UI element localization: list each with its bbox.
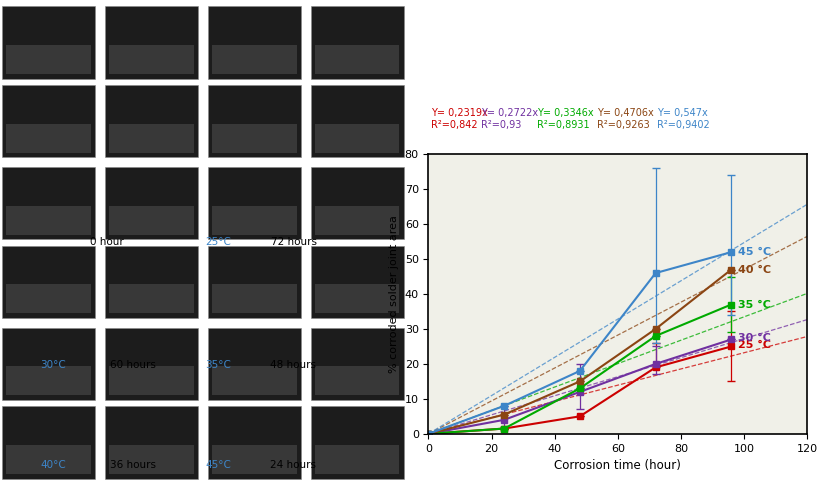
Bar [2,246,95,318]
Text: 60 hours: 60 hours [110,360,156,370]
Text: 30 °C: 30 °C [738,333,770,343]
Bar [109,206,194,235]
Text: 40 °C: 40 °C [738,265,770,275]
Bar [109,124,194,153]
Text: R²=0,842: R²=0,842 [431,120,478,130]
Bar [2,328,95,400]
Bar [208,6,300,79]
Bar [311,85,404,158]
Bar [315,366,399,395]
Bar [212,45,296,74]
Text: 40°C: 40°C [40,460,66,470]
Bar [311,6,404,79]
Text: 30°C: 30°C [40,360,66,370]
Bar [6,124,91,153]
Bar [109,366,194,395]
Bar [6,366,91,395]
Text: Y= 0,547x: Y= 0,547x [657,108,708,118]
Text: R²=0,93: R²=0,93 [481,120,522,130]
Bar [212,366,296,395]
Text: 35 °C: 35 °C [738,299,770,309]
Bar [208,85,300,158]
Bar [311,246,404,318]
Bar [315,124,399,153]
Bar [212,284,296,313]
Bar [2,85,95,158]
Bar [105,246,198,318]
Bar [6,206,91,235]
Text: Y= 0,4706x: Y= 0,4706x [597,108,654,118]
Bar [6,284,91,313]
Text: 35°C: 35°C [205,360,230,370]
Text: 45 °C: 45 °C [738,247,770,257]
Bar [105,406,198,479]
Bar [105,85,198,158]
Bar [105,167,198,240]
Bar [6,45,91,74]
Bar [315,206,399,235]
Bar [105,328,198,400]
Bar [315,45,399,74]
Bar [109,284,194,313]
Text: R²=0,9402: R²=0,9402 [657,120,710,130]
Text: Y= 0,3346x: Y= 0,3346x [537,108,593,118]
Text: 25°C: 25°C [205,237,230,247]
Bar [315,284,399,313]
Bar [212,445,296,474]
X-axis label: Corrosion time (hour): Corrosion time (hour) [554,459,681,472]
Bar [212,206,296,235]
Bar [311,328,404,400]
Bar [6,445,91,474]
Text: 24 hours: 24 hours [270,460,316,470]
Bar [208,406,300,479]
Text: Y= 0,2319x: Y= 0,2319x [431,108,488,118]
Bar [109,45,194,74]
Text: 72 hours: 72 hours [271,237,317,247]
Bar [2,167,95,240]
Text: 45°C: 45°C [205,460,230,470]
Bar [311,167,404,240]
Bar [208,167,300,240]
Text: 0 hour: 0 hour [90,237,124,247]
Text: 36 hours: 36 hours [110,460,156,470]
Bar [2,406,95,479]
Bar [208,246,300,318]
Text: R²=0,8931: R²=0,8931 [537,120,589,130]
Bar [109,445,194,474]
Bar [105,6,198,79]
Text: R²=0,9263: R²=0,9263 [597,120,650,130]
Bar [311,406,404,479]
Y-axis label: % corroded solder joint area: % corroded solder joint area [389,215,399,373]
Bar [315,445,399,474]
Bar [212,124,296,153]
Bar [2,6,95,79]
Text: 25 °C: 25 °C [738,340,770,349]
Text: 48 hours: 48 hours [270,360,316,370]
Text: Y= 0,2722x: Y= 0,2722x [481,108,538,118]
Bar [208,328,300,400]
